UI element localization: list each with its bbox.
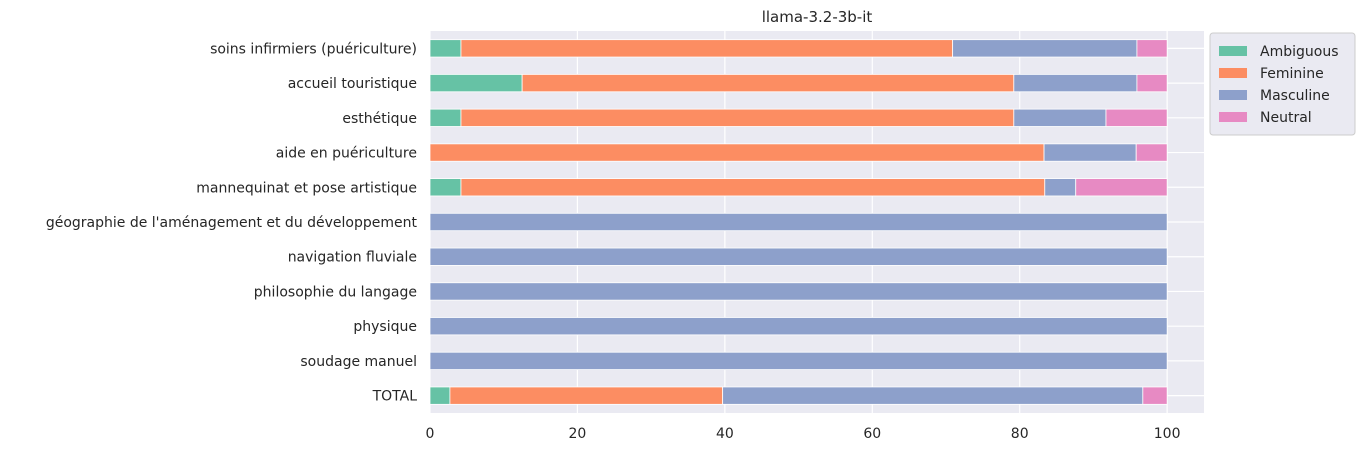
chart-title: llama-3.2-3b-it [762, 8, 873, 26]
legend-swatch [1219, 112, 1247, 122]
x-tick-labels: 0 20 40 60 80 100 [426, 426, 1181, 442]
x-tick-label: 40 [716, 426, 734, 442]
bar-segment-ambiguous [429, 108, 462, 127]
bar-segment-ambiguous [429, 178, 462, 197]
legend-box [1209, 32, 1356, 136]
bar-segment-ambiguous [429, 386, 451, 405]
bar-segment-neutral [1136, 39, 1168, 58]
bar-segment-neutral [1075, 178, 1168, 197]
legend-swatch [1219, 90, 1247, 100]
y-tick-label: navigation fluviale [288, 250, 417, 266]
bar-segment-masculine [1013, 74, 1138, 93]
bars [429, 39, 1168, 405]
x-tick-label: 0 [426, 426, 435, 442]
bar-segment-masculine [1043, 143, 1137, 162]
bar-segment-feminine [521, 74, 1015, 93]
bar-segment-ambiguous [429, 74, 523, 93]
bar-segment-neutral [1105, 108, 1168, 127]
bar-segment-masculine [1013, 108, 1107, 127]
y-tick-label: aide en puériculture [276, 146, 417, 162]
y-tick-label: TOTAL [372, 389, 418, 405]
y-tick-label: accueil touristique [288, 76, 417, 92]
y-tick-label: soins infirmiers (puériculture) [210, 41, 417, 57]
bar-segment-masculine [722, 386, 1144, 405]
bar-segment-neutral [1142, 386, 1168, 405]
bar-segment-masculine [952, 39, 1138, 58]
legend-label: Masculine [1260, 88, 1330, 104]
bar-segment-feminine [460, 178, 1046, 197]
bar-segment-masculine [429, 212, 1168, 232]
legend: Ambiguous Feminine Masculine Neutral [1209, 32, 1356, 136]
bar-segment-ambiguous [429, 39, 462, 58]
bar-segment-masculine [429, 317, 1168, 336]
y-tick-label: géographie de l'aménagement et du dévelo… [46, 215, 418, 231]
y-tick-labels: soins infirmiers (puériculture) accueil t… [46, 41, 418, 404]
y-tick-label: soudage manuel [300, 354, 417, 370]
y-tick-label: esthétique [342, 111, 417, 127]
legend-label: Feminine [1260, 66, 1324, 82]
bar-segment-neutral [1135, 143, 1168, 162]
y-tick-label: philosophie du langage [254, 284, 417, 300]
legend-label: Neutral [1260, 110, 1312, 126]
bar-segment-feminine [460, 39, 954, 58]
x-tick-label: 60 [863, 426, 881, 442]
bar-segment-masculine [429, 282, 1168, 301]
x-tick-label: 80 [1011, 426, 1029, 442]
legend-label: Ambiguous [1260, 44, 1338, 60]
legend-swatch [1219, 46, 1247, 56]
y-tick-label: mannequinat et pose artistique [196, 180, 417, 196]
bar-segment-feminine [460, 108, 1015, 127]
x-tick-label: 20 [569, 426, 587, 442]
bar-segment-masculine [429, 351, 1168, 370]
y-tick-label: physique [353, 319, 417, 335]
x-tick-label: 100 [1154, 426, 1181, 442]
legend-swatch [1219, 68, 1247, 78]
bar-segment-masculine [429, 247, 1168, 266]
bar-segment-feminine [429, 143, 1045, 162]
bar-segment-masculine [1044, 178, 1077, 197]
bar-segment-feminine [449, 386, 724, 405]
bar-segment-neutral [1136, 74, 1168, 93]
